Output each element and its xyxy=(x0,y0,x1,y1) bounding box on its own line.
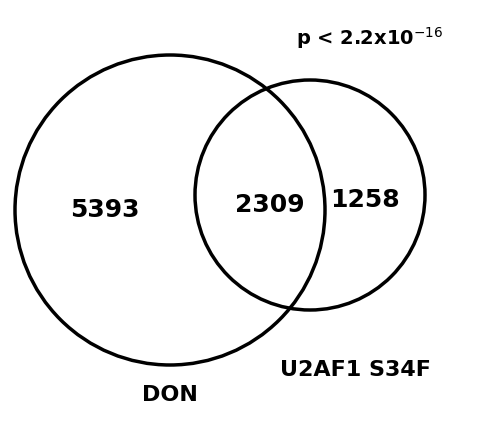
Text: 2309: 2309 xyxy=(235,193,305,217)
Text: U2AF1 S34F: U2AF1 S34F xyxy=(280,360,430,380)
Text: p < 2.2x10$^{-16}$: p < 2.2x10$^{-16}$ xyxy=(296,25,444,51)
Text: 1258: 1258 xyxy=(330,188,400,212)
Text: 5393: 5393 xyxy=(70,198,140,222)
Text: DON: DON xyxy=(142,385,198,405)
